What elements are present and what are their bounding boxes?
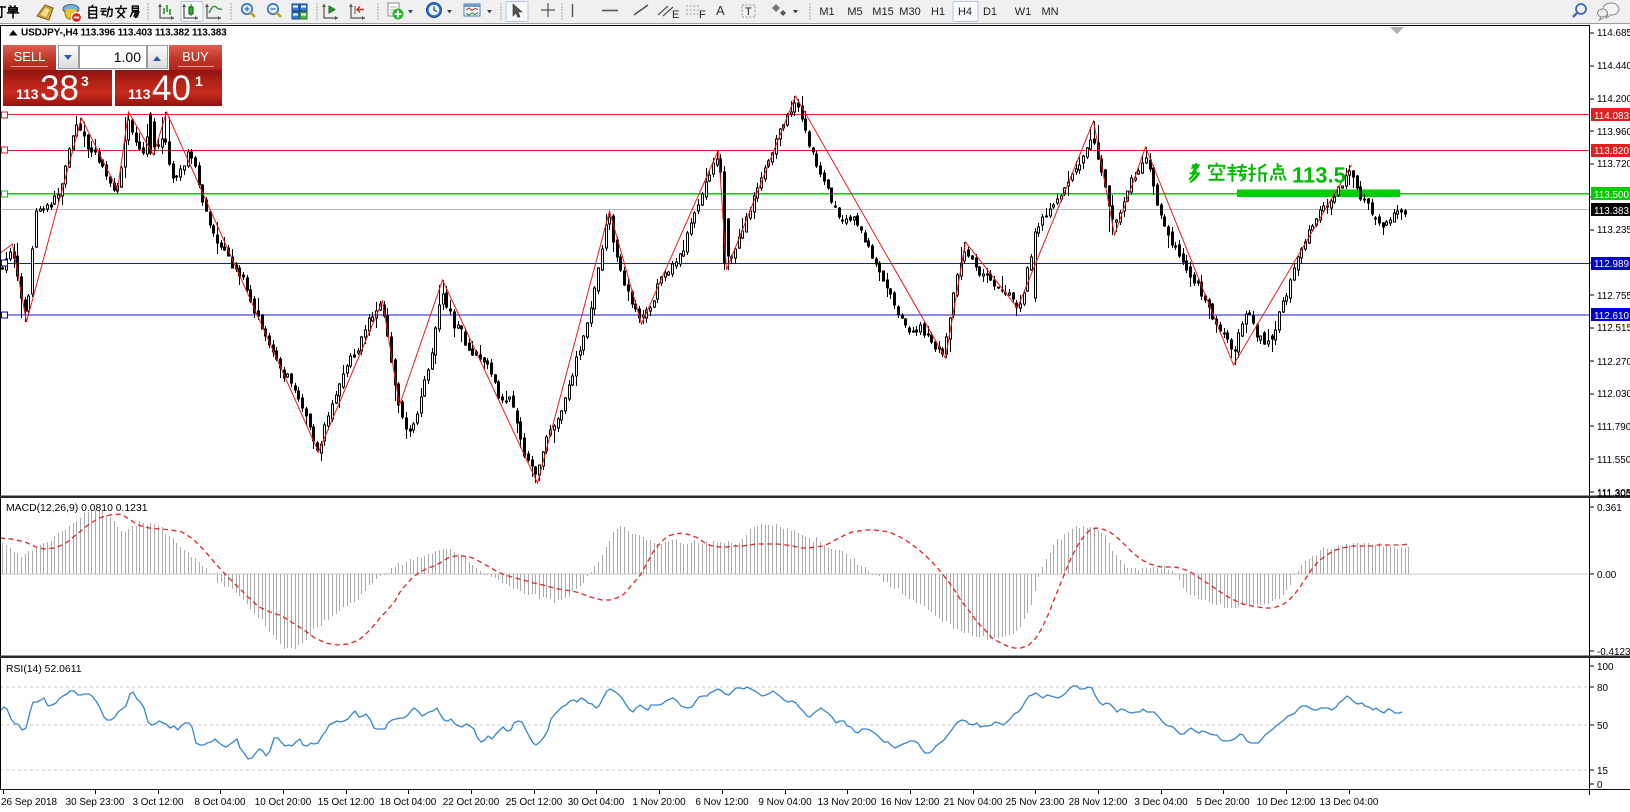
svg-text:H1: H1 [931,6,945,18]
svg-text:112.755: 112.755 [1597,291,1630,302]
svg-text:1 Nov 20:00: 1 Nov 20:00 [632,797,686,808]
svg-text:113.5: 113.5 [1292,162,1346,187]
svg-text:D1: D1 [983,6,997,18]
svg-text:114.440: 114.440 [1597,61,1630,72]
svg-text:16 Nov 12:00: 16 Nov 12:00 [881,797,940,808]
svg-text:M5: M5 [847,6,862,18]
svg-text:80: 80 [1597,683,1608,694]
svg-text:26 Sep 2018: 26 Sep 2018 [1,797,58,808]
svg-text:114.685: 114.685 [1597,28,1630,39]
svg-text:28 Nov 12:00: 28 Nov 12:00 [1069,797,1128,808]
svg-text:10 Dec 12:00: 10 Dec 12:00 [1257,797,1316,808]
svg-text:113.383: 113.383 [1594,206,1629,217]
svg-text:MN: MN [1041,6,1058,18]
svg-text:15 Oct 12:00: 15 Oct 12:00 [318,797,375,808]
svg-text:13 Nov 20:00: 13 Nov 20:00 [818,797,877,808]
svg-text:113.960: 113.960 [1597,127,1630,138]
svg-text:RSI(14) 52.0611: RSI(14) 52.0611 [6,664,82,675]
svg-text:3 Oct 12:00: 3 Oct 12:00 [132,797,184,808]
svg-text:25 Oct 12:00: 25 Oct 12:00 [506,797,563,808]
svg-text:H4: H4 [958,6,972,18]
svg-text:111.305: 111.305 [1597,489,1630,500]
svg-text:112.610: 112.610 [1594,311,1629,322]
svg-text:18 Oct 04:00: 18 Oct 04:00 [380,797,437,808]
svg-text:13 Dec 04:00: 13 Dec 04:00 [1320,797,1379,808]
svg-text:M15: M15 [872,6,893,18]
svg-text:15: 15 [1597,766,1608,777]
svg-text:M30: M30 [899,6,920,18]
svg-text:M1: M1 [819,6,834,18]
svg-text:8 Oct 04:00: 8 Oct 04:00 [194,797,246,808]
svg-text:MACD(12,26,9) 0.0810 0.1231: MACD(12,26,9) 0.0810 0.1231 [6,503,148,514]
svg-text:F: F [699,9,706,21]
svg-text:25 Nov 23:00: 25 Nov 23:00 [1006,797,1065,808]
svg-text:112.270: 112.270 [1597,357,1630,368]
svg-text:10 Oct 20:00: 10 Oct 20:00 [255,797,312,808]
svg-text:111.550: 111.550 [1597,455,1630,466]
svg-text:50: 50 [1597,721,1608,732]
svg-text:30 Sep 23:00: 30 Sep 23:00 [66,797,125,808]
svg-text:112.030: 112.030 [1597,389,1630,400]
svg-text:111.790: 111.790 [1597,422,1630,433]
svg-text:100: 100 [1597,662,1614,673]
svg-text:113.820: 113.820 [1594,146,1629,157]
svg-text:3 Dec 04:00: 3 Dec 04:00 [1134,797,1188,808]
svg-text:0.00: 0.00 [1597,570,1617,581]
svg-text:E: E [672,9,679,21]
svg-text:W1: W1 [1015,6,1032,18]
svg-text:114.083: 114.083 [1594,111,1629,122]
svg-text:21 Nov 04:00: 21 Nov 04:00 [944,797,1003,808]
svg-text:22 Oct 20:00: 22 Oct 20:00 [443,797,500,808]
svg-text:0.361: 0.361 [1597,503,1622,514]
svg-text:112.989: 112.989 [1594,259,1629,270]
svg-text:USDJPY-,H4 113.396 113.403 11: USDJPY-,H4 113.396 113.403 113.382 113.3… [21,28,227,39]
svg-text:113.235: 113.235 [1597,225,1630,236]
svg-text:114.200: 114.200 [1597,94,1630,105]
svg-text:113.720: 113.720 [1597,159,1630,170]
svg-text:9 Nov 04:00: 9 Nov 04:00 [758,797,812,808]
svg-text:5 Dec 20:00: 5 Dec 20:00 [1196,797,1250,808]
svg-text:30 Oct 04:00: 30 Oct 04:00 [568,797,625,808]
svg-text:-0.4123: -0.4123 [1597,647,1630,658]
svg-text:6 Nov 12:00: 6 Nov 12:00 [695,797,749,808]
svg-text:T: T [745,6,752,18]
svg-text:111.305: 111.305 [1597,488,1630,499]
svg-text:112.515: 112.515 [1597,323,1630,334]
svg-text:113.500: 113.500 [1594,190,1629,201]
svg-text:A: A [716,3,725,18]
svg-text:0: 0 [1597,780,1603,791]
